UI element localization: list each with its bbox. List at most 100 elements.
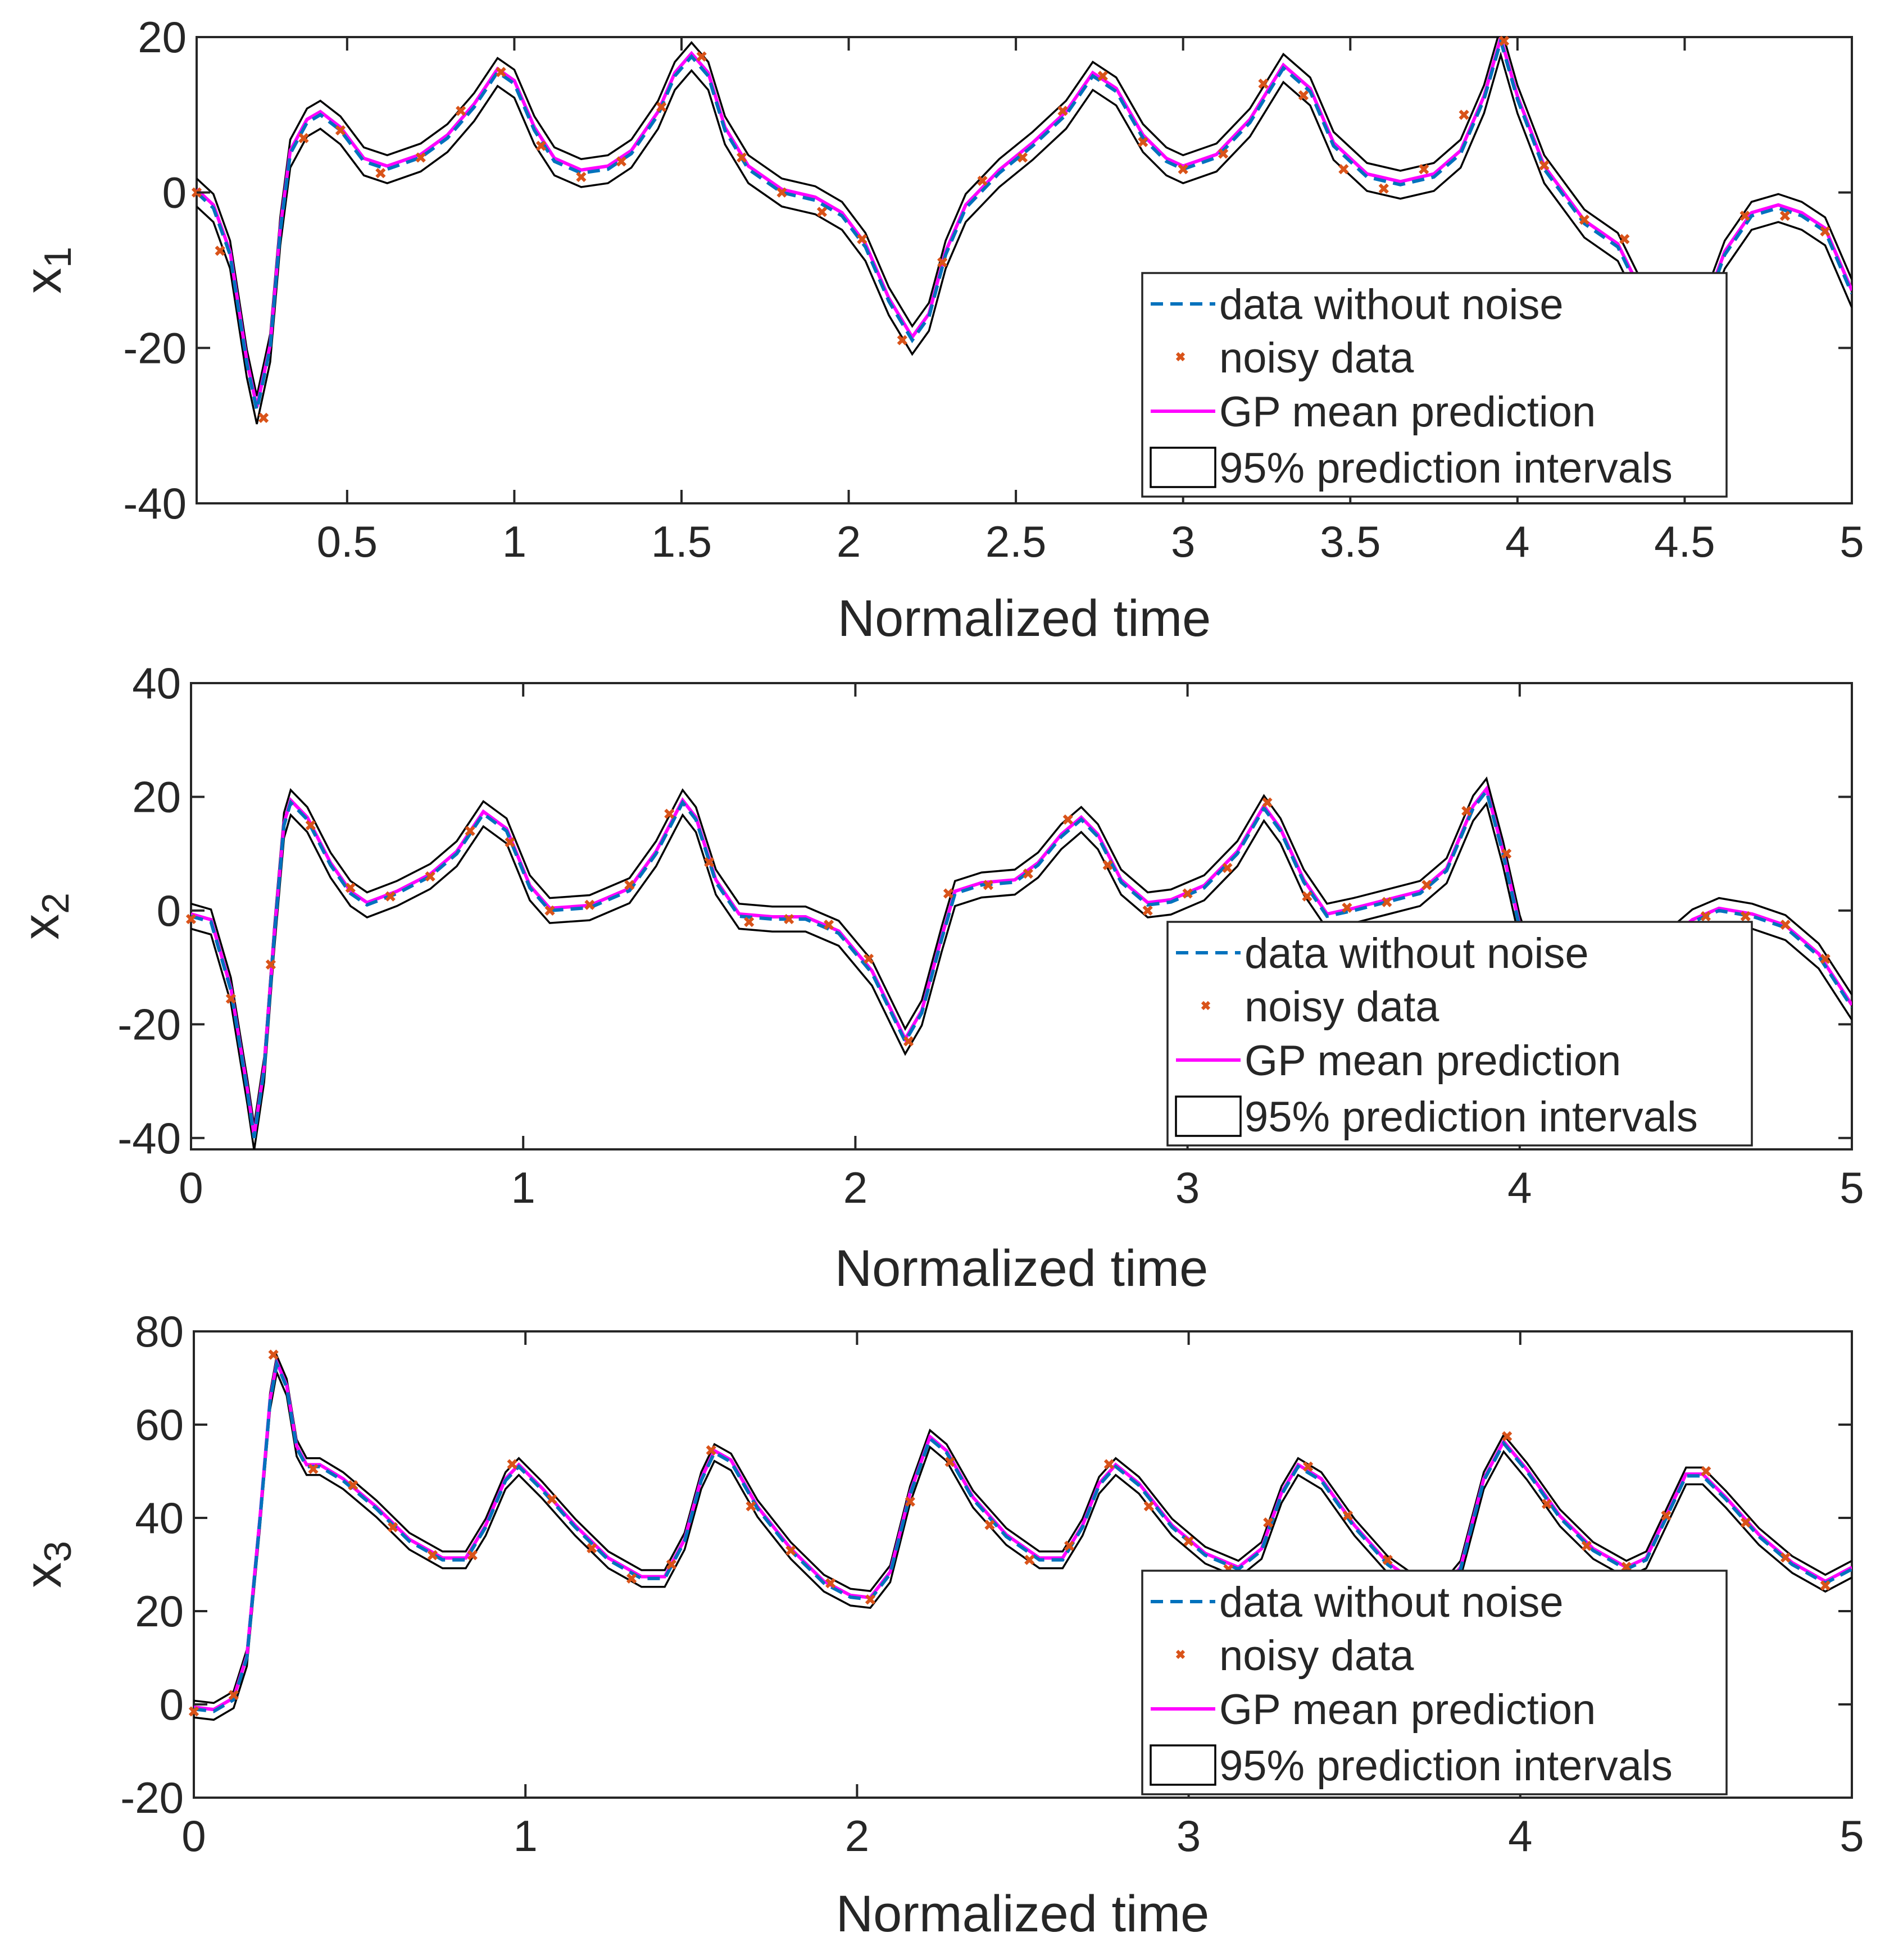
y-axis-label: x3 bbox=[15, 1541, 79, 1588]
noisy-point bbox=[903, 1036, 914, 1047]
noisy-point bbox=[626, 1573, 637, 1584]
noisy-point bbox=[1501, 848, 1512, 859]
y-tick-label: -40 bbox=[123, 479, 187, 528]
noisy-point bbox=[825, 1578, 836, 1589]
x-tick-label: 2 bbox=[843, 1163, 867, 1212]
noisy-point bbox=[744, 917, 755, 927]
noisy-point bbox=[268, 1349, 279, 1360]
noisy-point bbox=[656, 102, 667, 112]
x-tick-label: 3.5 bbox=[1320, 517, 1380, 566]
noisy-point bbox=[1421, 880, 1432, 890]
noisy-point bbox=[1302, 1461, 1314, 1472]
noisy-point bbox=[1661, 1510, 1672, 1521]
noisy-point bbox=[616, 156, 626, 167]
noisy-points bbox=[185, 797, 1831, 1047]
x-tick-label: 4 bbox=[1507, 1163, 1532, 1212]
legend: data without noise noisy data GP mean pr… bbox=[1141, 1570, 1728, 1795]
x-tick-label: 4 bbox=[1505, 517, 1529, 566]
upper-interval-line bbox=[197, 37, 1852, 397]
x-tick-label: 1 bbox=[502, 517, 526, 566]
noisy-point bbox=[1102, 860, 1113, 871]
y-tick-label: -20 bbox=[123, 323, 187, 372]
noisy-point bbox=[335, 125, 346, 136]
noisy-point bbox=[1057, 106, 1068, 116]
noisy-point bbox=[185, 913, 197, 925]
y-axis-label-symbol: x bbox=[15, 1562, 72, 1588]
noisy-point bbox=[215, 245, 225, 256]
x-tick-label: 2 bbox=[845, 1811, 869, 1861]
noisy-point bbox=[624, 880, 635, 890]
noisy-point bbox=[977, 175, 988, 187]
legend-swatch-noisy-b bbox=[1175, 352, 1186, 362]
legend-label-gp: GP mean prediction bbox=[1219, 1686, 1596, 1734]
y-tick-label: -40 bbox=[117, 1113, 181, 1163]
legend-label-noisy: noisy data bbox=[1245, 983, 1439, 1031]
noisy-point bbox=[345, 883, 356, 893]
noisy-point bbox=[584, 899, 595, 910]
noisy-point bbox=[465, 826, 475, 836]
noisy-point bbox=[1740, 911, 1751, 922]
noisy-point bbox=[1378, 183, 1389, 194]
noisy-point bbox=[1581, 1540, 1592, 1551]
x-tick-label: 2.5 bbox=[985, 517, 1046, 566]
y-axis-label-symbol: x bbox=[15, 268, 72, 294]
noisy-point bbox=[1539, 160, 1550, 171]
noisy-point bbox=[1218, 148, 1229, 159]
legend-label-gp: GP mean prediction bbox=[1245, 1037, 1621, 1085]
noisy-point bbox=[415, 152, 426, 163]
x-tick-label: 3 bbox=[1171, 517, 1195, 566]
clean-data-line bbox=[191, 787, 1852, 1139]
noisy-point bbox=[1498, 35, 1510, 47]
noisy-point bbox=[1419, 164, 1429, 175]
x-tick-label: 4 bbox=[1508, 1811, 1532, 1861]
noisy-point bbox=[1619, 234, 1630, 244]
noisy-point bbox=[1142, 905, 1153, 916]
noisy-point bbox=[1541, 1498, 1552, 1509]
noisy-point bbox=[1064, 1540, 1075, 1551]
noisy-point bbox=[456, 106, 466, 116]
noisy-point bbox=[544, 905, 555, 916]
noisy-point bbox=[576, 171, 587, 183]
y-tick-label: 60 bbox=[135, 1400, 184, 1449]
y-tick-label: -20 bbox=[117, 999, 181, 1049]
y-tick-label: 0 bbox=[160, 1680, 184, 1729]
noisy-point bbox=[1017, 152, 1028, 163]
legend-label-interval: 95% prediction intervals bbox=[1219, 1742, 1673, 1790]
noisy-point bbox=[535, 140, 547, 151]
noisy-point bbox=[1263, 1517, 1274, 1528]
noisy-point bbox=[298, 133, 309, 143]
noisy-point bbox=[1780, 1552, 1791, 1563]
noisy-point bbox=[425, 871, 435, 882]
legend-swatch-noisy-b bbox=[1201, 1001, 1211, 1011]
legend-label-noisy: noisy data bbox=[1219, 334, 1414, 382]
prediction-interval-bands bbox=[194, 1352, 1852, 1721]
x-tick-label: 5 bbox=[1840, 517, 1864, 566]
noisy-point bbox=[1459, 110, 1469, 120]
noisy-point bbox=[666, 1559, 677, 1570]
noisy-point bbox=[1222, 862, 1233, 874]
noisy-point bbox=[857, 234, 867, 244]
y-tick-label: 40 bbox=[135, 1493, 184, 1543]
noisy-point bbox=[467, 1550, 478, 1561]
noisy-point bbox=[863, 953, 874, 965]
legend-swatch-noisy-b bbox=[1175, 1649, 1186, 1659]
x-tick-label: 1.5 bbox=[651, 517, 712, 566]
y-axis-label-subscript: 1 bbox=[37, 247, 79, 268]
noisy-point bbox=[1262, 797, 1273, 808]
noisy-point bbox=[305, 820, 316, 831]
panel-x1: 0.5 1 1.5 2 2.5 3 3.5 4 4.5 5 -40 -20 0 20 Normalized… bbox=[15, 12, 1864, 647]
noisy-point bbox=[1342, 902, 1352, 913]
legend-box bbox=[1141, 272, 1728, 498]
noisy-point bbox=[1298, 90, 1309, 101]
noisy-point bbox=[943, 888, 954, 899]
noisy-point bbox=[547, 1494, 557, 1504]
noisy-point bbox=[1183, 1536, 1194, 1547]
noisy-point bbox=[1502, 1431, 1513, 1441]
noisy-point bbox=[1461, 806, 1472, 816]
noisy-point bbox=[696, 51, 707, 62]
lower-interval-line bbox=[194, 1368, 1852, 1721]
clean-data-line bbox=[197, 37, 1852, 411]
